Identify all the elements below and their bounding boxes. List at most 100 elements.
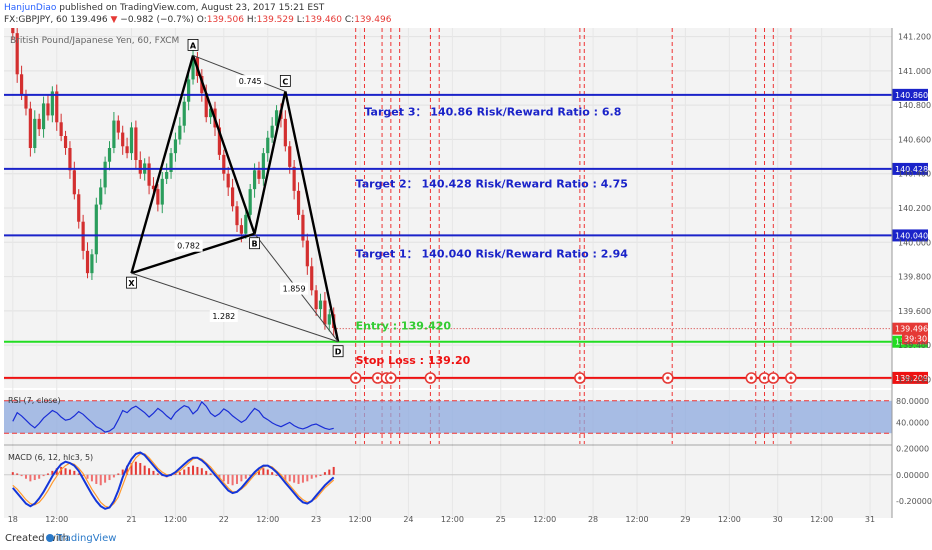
pattern-ratio-line-XD bbox=[131, 272, 339, 343]
candle-body bbox=[270, 125, 274, 138]
ratio-box bbox=[280, 282, 309, 295]
time-tick-label: 12:00 bbox=[718, 515, 741, 524]
candle-body bbox=[204, 93, 208, 118]
macd-histogram-bar bbox=[73, 470, 76, 475]
ratio-box bbox=[236, 75, 265, 88]
candle-body bbox=[147, 163, 151, 186]
low-value: 139.460 bbox=[304, 15, 342, 25]
ratio-label: 0.745 bbox=[239, 77, 262, 86]
candle-body bbox=[230, 187, 235, 207]
candle-body bbox=[274, 110, 279, 126]
pattern-point-box bbox=[126, 276, 137, 289]
symbol-text: FX:GBPJPY, 60 bbox=[4, 15, 68, 25]
target1-axis-badge bbox=[892, 229, 928, 242]
chart-title: British Pound/Japanese Yen, 60, FXCM bbox=[10, 36, 179, 46]
ratio-label: 1.282 bbox=[212, 312, 235, 321]
candle-body bbox=[116, 120, 120, 133]
candle-body bbox=[209, 108, 213, 118]
candle-body bbox=[85, 250, 90, 274]
down-arrow-icon: ▼ bbox=[110, 15, 118, 25]
time-tick-label: 29 bbox=[680, 515, 690, 524]
macd-histogram-bar bbox=[328, 469, 331, 475]
candle-body bbox=[103, 161, 107, 188]
candle-body bbox=[77, 194, 81, 222]
macd-histogram-bar bbox=[126, 465, 129, 475]
time-tick-label: 21 bbox=[126, 515, 136, 524]
time-tick-label: 12:00 bbox=[810, 515, 833, 524]
macd-histogram-bar bbox=[196, 466, 199, 475]
candle-body bbox=[266, 137, 270, 154]
entry-note: Entry : 139.420 bbox=[356, 320, 452, 333]
price-tick-label: 139.400 bbox=[898, 341, 931, 350]
macd-histogram-bar bbox=[183, 469, 186, 475]
macd-histogram-bar bbox=[130, 463, 133, 475]
candle-body bbox=[156, 189, 160, 205]
pattern-leg-CD bbox=[284, 91, 340, 342]
time-tick-label: 12:00 bbox=[533, 515, 556, 524]
candle-body bbox=[217, 127, 222, 155]
macd-histogram-bar bbox=[108, 474, 111, 481]
macd-histogram-bar bbox=[64, 468, 67, 475]
macd-histogram-bar bbox=[332, 466, 335, 475]
target2-note: Target 2： 140.428 Risk/Reward Ratio : 4.… bbox=[356, 177, 628, 190]
candle-body bbox=[169, 153, 173, 172]
time-tick-label: 25 bbox=[496, 515, 506, 524]
pattern-leg-AB bbox=[191, 55, 256, 235]
candle-body bbox=[261, 153, 265, 179]
change-text: −0.982 (−0.7%) bbox=[120, 15, 194, 25]
ratio-box bbox=[209, 310, 238, 322]
macd-histogram-bar bbox=[301, 474, 304, 483]
candle-body bbox=[226, 173, 230, 188]
time-tick-label: 12:00 bbox=[625, 515, 648, 524]
high-label: H: bbox=[246, 15, 257, 25]
time-tick-label: 24 bbox=[403, 515, 413, 524]
rsi-tick-label: 80.0000 bbox=[896, 397, 929, 406]
candle-body bbox=[24, 94, 28, 109]
time-tick-label: 12:00 bbox=[349, 515, 372, 524]
price-tick-label: 141.200 bbox=[898, 33, 931, 42]
macd-histogram-bar bbox=[95, 474, 98, 484]
candle-body bbox=[288, 146, 292, 167]
rsi-panel: 80.0000 40.0000 bbox=[4, 397, 929, 446]
macd-histogram-bar bbox=[117, 473, 120, 475]
candle-body bbox=[222, 154, 226, 174]
macd-histogram-bar bbox=[200, 468, 203, 475]
price-grid bbox=[4, 28, 892, 518]
macd-histogram-bar bbox=[257, 469, 260, 475]
candle-body bbox=[15, 33, 19, 75]
event-marker-dot bbox=[771, 376, 775, 380]
pattern-point-label: B bbox=[252, 240, 258, 249]
symbol-line: FX:GBPJPY, 60 139.496 ▼ −0.982 (−0.7%) O… bbox=[4, 14, 391, 26]
candle-body bbox=[323, 300, 327, 325]
last-price: 139.496 bbox=[70, 15, 108, 25]
macd-histogram-bar bbox=[46, 473, 49, 475]
macd-histogram-bar bbox=[249, 474, 252, 477]
macd-histogram-bar bbox=[156, 473, 159, 475]
event-marker-dot bbox=[428, 376, 433, 380]
price-tick-label: 139.200 bbox=[898, 375, 931, 384]
time-tick-label: 12:00 bbox=[256, 515, 279, 524]
macd-histogram-bar bbox=[174, 473, 177, 475]
macd-histogram-bar bbox=[77, 473, 80, 475]
price-tick-label: 140.200 bbox=[898, 204, 931, 213]
candle-body bbox=[244, 214, 248, 234]
stop-note: Stop Loss : 139.20 bbox=[356, 354, 471, 367]
macd-line bbox=[12, 451, 335, 510]
open-value: 139.506 bbox=[206, 15, 244, 25]
macd-histogram-bar bbox=[244, 474, 247, 479]
pattern-point-label: X bbox=[128, 279, 135, 288]
publish-line: HanjunDiao published on TradingView.com,… bbox=[4, 2, 324, 14]
macd-histogram-bar bbox=[134, 461, 137, 475]
ratio-box bbox=[174, 239, 203, 252]
macd-histogram-bar bbox=[16, 473, 19, 475]
macd-histogram-bar bbox=[271, 472, 274, 475]
tradingview-brand[interactable]: TradingView bbox=[56, 533, 117, 544]
candle-body bbox=[63, 136, 68, 148]
chart-canvas[interactable]: 140.860 Target 3： 140.86 Risk/Reward Rati… bbox=[0, 28, 932, 528]
rsi-line bbox=[12, 400, 334, 433]
author-link[interactable]: HanjunDiao bbox=[4, 3, 57, 13]
candle-body bbox=[50, 91, 54, 116]
macd-histogram-bar bbox=[139, 463, 142, 475]
candle-body bbox=[296, 190, 301, 215]
candle-body bbox=[46, 103, 50, 116]
